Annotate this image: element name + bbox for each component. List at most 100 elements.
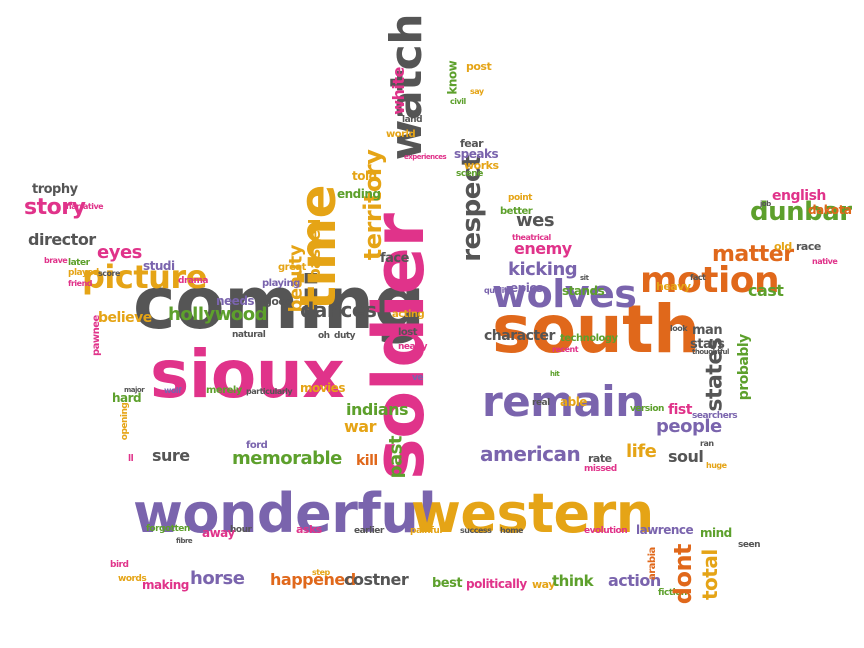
cloud-word: brave xyxy=(44,255,68,265)
cloud-word: wolf xyxy=(164,385,182,395)
cloud-word: studi xyxy=(143,259,175,274)
cloud-word: narrative xyxy=(66,201,104,211)
cloud-word: scene xyxy=(456,168,483,179)
cloud-word: kicking xyxy=(508,258,578,280)
cloud-word: friend xyxy=(68,278,93,288)
cloud-word: ran xyxy=(700,438,714,448)
cloud-word: making xyxy=(142,578,189,593)
cloud-word: territory xyxy=(358,149,387,260)
cloud-word: character xyxy=(484,327,555,344)
cloud-word: happened xyxy=(270,570,356,590)
cloud-word: step xyxy=(312,567,330,577)
cloud-word: say xyxy=(470,86,484,96)
cloud-word: stands xyxy=(562,284,605,299)
cloud-word: story xyxy=(24,195,86,221)
cloud-word: good xyxy=(264,295,293,309)
cloud-word: words xyxy=(118,573,147,584)
cloud-word: hour xyxy=(230,524,252,535)
cloud-word: oh xyxy=(318,330,330,341)
cloud-word: kill xyxy=(356,452,378,469)
cloud-word: memorable xyxy=(232,447,342,469)
cloud-word: dunbar xyxy=(750,197,852,228)
cloud-word: remain xyxy=(482,377,645,427)
cloud-word: costner xyxy=(344,570,409,590)
cloud-word: nearly xyxy=(398,341,427,352)
cloud-word: passed xyxy=(305,219,325,280)
cloud-word: mind xyxy=(700,526,732,541)
cloud-word: ending xyxy=(337,187,381,202)
cloud-word: white xyxy=(389,67,409,115)
cloud-word: know xyxy=(445,61,460,95)
cloud-word: missed xyxy=(584,463,617,474)
cloud-word: able xyxy=(560,395,587,410)
cloud-word: needs xyxy=(216,294,255,309)
cloud-word: movies xyxy=(300,381,345,396)
cloud-word: fear xyxy=(460,137,484,151)
cloud-word: politically xyxy=(466,577,527,592)
cloud-word: epics xyxy=(510,281,543,296)
cloud-word: war xyxy=(344,417,376,437)
cloud-word: sioux xyxy=(150,336,345,414)
cloud-word: look xyxy=(670,323,688,333)
cloud-word: painful xyxy=(410,525,442,536)
cloud-word: ford xyxy=(246,440,268,451)
cloud-word: fiction xyxy=(658,587,687,598)
cloud-word: duty xyxy=(334,330,356,341)
cloud-word: theatrical xyxy=(512,232,551,242)
cloud-word: fist xyxy=(668,401,692,418)
cloud-word: speaks xyxy=(454,147,499,162)
cloud-word: dakota xyxy=(808,203,852,218)
cloud-word: race xyxy=(796,240,821,254)
cloud-word: soul xyxy=(668,447,704,467)
cloud-word: opening xyxy=(119,402,130,440)
cloud-word: wonderful xyxy=(133,481,437,545)
cloud-word: past xyxy=(385,435,407,478)
cloud-word: picture xyxy=(82,258,207,297)
cloud-word: trophy xyxy=(32,181,78,197)
cloud-word: played xyxy=(68,267,99,278)
cloud-word: land xyxy=(402,114,423,125)
cloud-word: merely xyxy=(206,385,242,396)
cloud-word: dont xyxy=(668,543,697,604)
cloud-word: point xyxy=(508,192,532,203)
cloud-word: home xyxy=(500,525,523,535)
cloud-word: stars xyxy=(690,336,725,352)
cloud-word: hard xyxy=(112,391,142,406)
cloud-word: rate xyxy=(588,452,612,466)
cloud-word: seen xyxy=(738,539,760,550)
cloud-word: great xyxy=(278,262,306,273)
cloud-word: man xyxy=(692,322,723,338)
cloud-word: old xyxy=(774,240,792,254)
cloud-word: fibre xyxy=(176,537,193,546)
cloud-word: better xyxy=(500,206,533,217)
cloud-word: life xyxy=(626,440,657,462)
cloud-word: cast xyxy=(748,281,784,301)
cloud-word: forgotten xyxy=(146,523,190,534)
cloud-word: earlier xyxy=(354,525,384,536)
cloud-word: wes xyxy=(516,209,555,231)
cloud-word: particularly xyxy=(246,386,293,396)
cloud-word: hit xyxy=(550,370,560,379)
cloud-word: natural xyxy=(232,329,266,340)
cloud-word: playing xyxy=(262,278,300,289)
cloud-word: wolves xyxy=(492,271,637,316)
cloud-word: searchers xyxy=(692,410,738,421)
cloud-word: way xyxy=(532,578,555,592)
cloud-word: heavy xyxy=(656,280,691,294)
cloud-word: told xyxy=(352,169,377,184)
cloud-word: action xyxy=(608,571,661,591)
cloud-word: indians xyxy=(346,400,409,420)
cloud-word: acting xyxy=(392,309,425,320)
cloud-word: probably xyxy=(735,334,752,400)
cloud-word: enemy xyxy=(514,239,572,259)
cloud-word: matter xyxy=(712,242,794,268)
cloud-word: real xyxy=(532,397,550,408)
cloud-word: native xyxy=(812,256,838,266)
cloud-word: pawnee xyxy=(91,315,102,356)
cloud-word: motion xyxy=(640,260,780,302)
cloud-word: works xyxy=(464,159,499,173)
cloud-word: score xyxy=(98,268,120,278)
cloud-word: dances xyxy=(300,298,377,322)
cloud-word: huge xyxy=(706,460,727,470)
cloud-word: believe xyxy=(98,309,152,326)
